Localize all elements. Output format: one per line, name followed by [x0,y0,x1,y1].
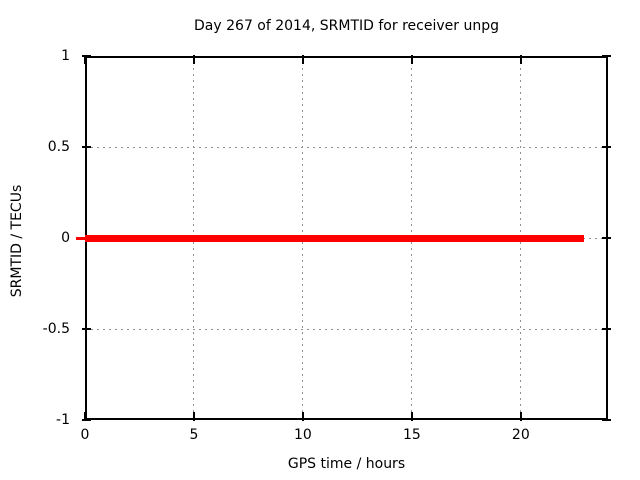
y-tick-label--0.5: -0.5 [42,321,70,337]
y-tick-right--0.5 [602,328,611,330]
x-tick-label-15: 15 [402,427,421,443]
x-tick-top-0 [84,55,86,64]
x-tick-bottom-15 [410,412,413,421]
x-tick-top-15 [410,55,413,64]
y-tick-label--1: -1 [56,412,70,428]
chart-title: Day 267 of 2014, SRMTID for receiver unp… [194,18,499,34]
x-tick-bottom-0 [84,412,86,421]
series-line-0 [85,234,585,242]
x-tick-label-10: 10 [293,427,312,443]
y-tick-right-1 [602,55,611,57]
x-tick-top-10 [301,55,304,64]
x-tick-top-20 [519,55,522,64]
x-tick-label-5: 5 [189,427,199,443]
grid-line-y--0.5 [85,328,608,330]
y-tick-right-0.5 [602,146,611,148]
x-tick-top-5 [192,55,195,64]
y-tick-left-1 [82,55,91,57]
x-tick-bottom-20 [519,412,522,421]
grid-line-y-0.5 [85,146,608,148]
x-axis-label: GPS time / hours [287,456,406,472]
y-tick-left--1 [82,419,91,421]
x-tick-label-20: 20 [511,427,530,443]
y-tick-label-1: 1 [61,48,70,64]
y-tick-label-0: 0 [61,230,70,246]
y-axis-label: SRMTID / TECUs [9,184,25,298]
y-tick-left--0.5 [82,328,91,330]
y-tick-left-0.5 [82,146,91,148]
x-tick-bottom-5 [192,412,195,421]
y-tick-right-0 [602,237,611,239]
y-tick-right--1 [602,419,611,421]
y-tick-label-0.5: 0.5 [47,139,70,155]
series-line-start-cap-0 [76,236,85,240]
x-tick-bottom-10 [301,412,304,421]
x-tick-label-0: 0 [80,427,90,443]
